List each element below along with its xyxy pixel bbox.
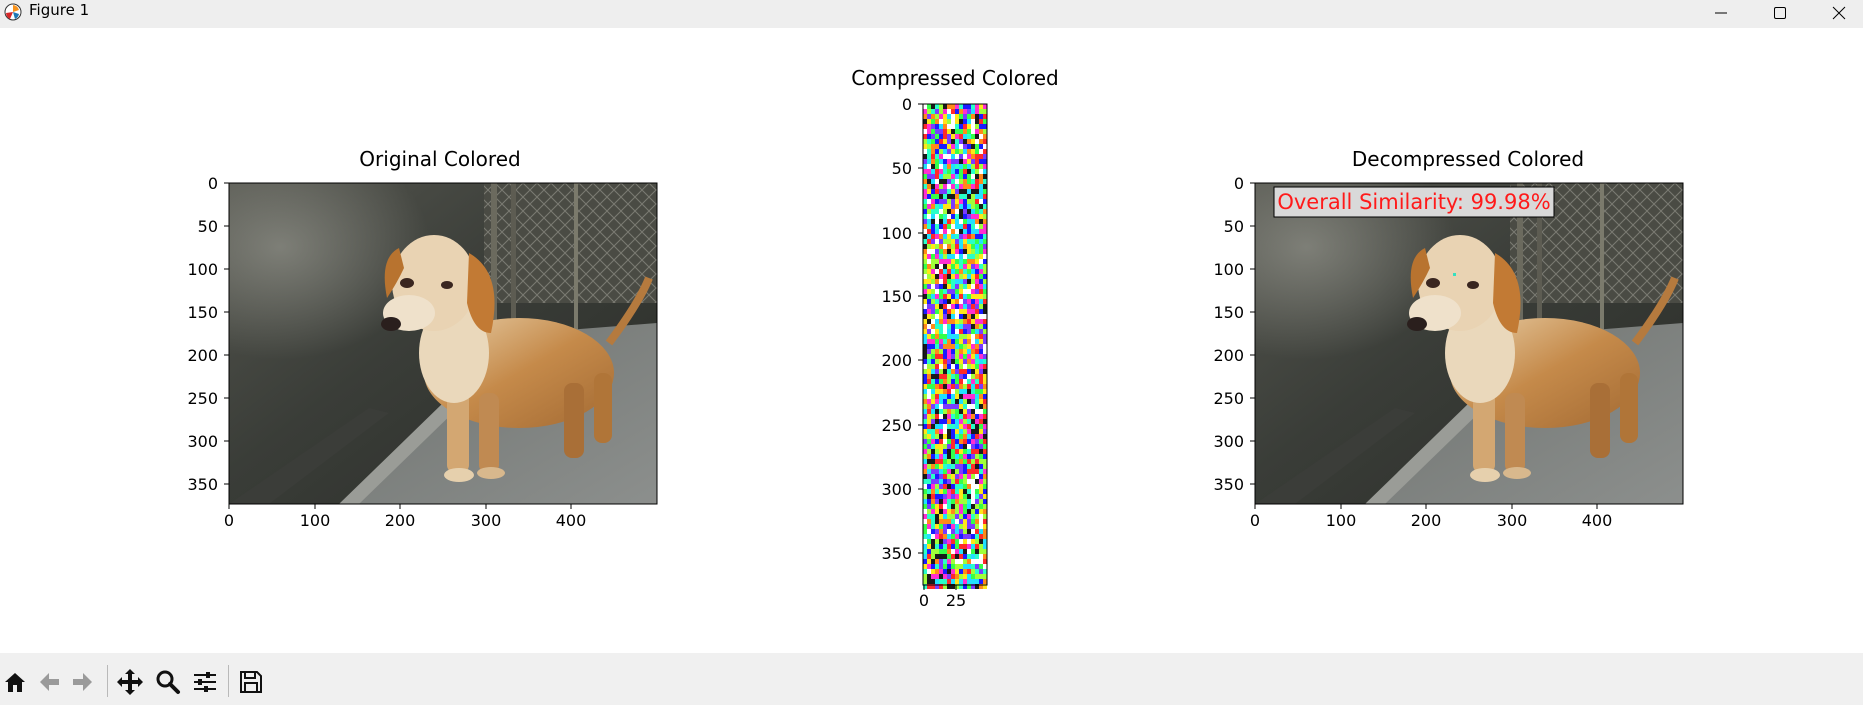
forward-button[interactable] (68, 667, 98, 697)
pan-button[interactable] (115, 667, 145, 697)
image-decompressed (1255, 183, 1683, 504)
toolbar-separator (107, 665, 108, 697)
close-button[interactable] (1810, 0, 1863, 26)
xaxis-original: 0 100 200 300 400 (224, 504, 586, 530)
artifact-pixel (1453, 273, 1456, 276)
axes-decompressed: Decompressed Colored Overall Similarity:… (1213, 147, 1684, 530)
ytick-label: 200 (1213, 346, 1244, 365)
back-button[interactable] (34, 667, 64, 697)
xtick-label: 0 (224, 511, 234, 530)
image-original (229, 183, 657, 504)
toolbar-separator (228, 665, 229, 697)
ytick-label: 350 (187, 475, 218, 494)
minimize-button[interactable] (1692, 0, 1750, 26)
zoom-icon (156, 670, 180, 694)
yaxis-compressed: 0 50 100 150 200 250 300 350 (881, 95, 923, 563)
close-icon (1832, 6, 1846, 20)
ytick-label: 50 (892, 159, 912, 178)
back-icon (40, 673, 59, 691)
maximize-button[interactable] (1751, 0, 1809, 26)
home-button[interactable] (0, 667, 30, 697)
axes-frame-original (228, 182, 658, 505)
image-compressed (923, 104, 987, 589)
save-icon (240, 671, 262, 693)
ytick-label: 200 (881, 351, 912, 370)
pan-icon (117, 669, 143, 695)
ytick-label: 300 (187, 432, 218, 451)
zoom-button[interactable] (153, 667, 183, 697)
xaxis-decompressed: 0 100 200 300 400 (1250, 504, 1612, 530)
xtick-label: 100 (1326, 511, 1357, 530)
home-icon (5, 673, 25, 692)
axes-original: Original Colored 0 50 100 150 200 250 30… (187, 147, 658, 530)
ytick-label: 300 (881, 480, 912, 499)
minimize-icon (1715, 12, 1727, 14)
ytick-label: 50 (1224, 217, 1244, 236)
ytick-label: 100 (881, 224, 912, 243)
ytick-label: 250 (187, 389, 218, 408)
similarity-text: Overall Similarity: 99.98% (1277, 190, 1550, 214)
figure-canvas[interactable]: Original Colored 0 50 100 150 200 250 30… (0, 28, 1863, 653)
forward-icon (73, 673, 92, 691)
ytick-label: 0 (208, 174, 218, 193)
xtick-label: 25 (946, 591, 966, 610)
ytick-label: 100 (1213, 260, 1244, 279)
axes-frame-decompressed (1254, 182, 1684, 505)
ytick-label: 350 (881, 544, 912, 563)
ytick-label: 150 (1213, 303, 1244, 322)
ytick-label: 250 (881, 416, 912, 435)
ytick-label: 0 (1234, 174, 1244, 193)
xtick-label: 400 (1582, 511, 1613, 530)
xtick-label: 0 (1250, 511, 1260, 530)
save-button[interactable] (236, 667, 266, 697)
ytick-label: 150 (881, 287, 912, 306)
xtick-label: 200 (1411, 511, 1442, 530)
title-decompressed: Decompressed Colored (1352, 147, 1584, 171)
similarity-annotation: Overall Similarity: 99.98% (1273, 186, 1555, 218)
axes-compressed: Compressed Colored 0 50 100 150 200 250 … (851, 66, 1058, 610)
ytick-label: 350 (1213, 475, 1244, 494)
matplotlib-logo-icon (4, 3, 22, 21)
window-title: Figure 1 (29, 1, 90, 19)
xtick-label: 400 (556, 511, 587, 530)
xtick-label: 200 (385, 511, 416, 530)
window-titlebar: Figure 1 (0, 0, 1863, 28)
axes-frame-compressed (922, 103, 988, 586)
ytick-label: 200 (187, 346, 218, 365)
ytick-label: 300 (1213, 432, 1244, 451)
xtick-label: 0 (919, 591, 929, 610)
figure-svg: Original Colored 0 50 100 150 200 250 30… (187, 66, 1684, 610)
ytick-label: 100 (187, 260, 218, 279)
xtick-label: 300 (471, 511, 502, 530)
navigation-toolbar (0, 653, 1863, 705)
ytick-label: 50 (198, 217, 218, 236)
xtick-label: 100 (300, 511, 331, 530)
ytick-label: 150 (187, 303, 218, 322)
title-original: Original Colored (359, 147, 520, 171)
configure-subplots-button[interactable] (190, 667, 220, 697)
yaxis-decompressed: 0 50 100 150 200 250 300 350 (1213, 174, 1255, 494)
ytick-label: 0 (902, 95, 912, 114)
maximize-icon (1774, 7, 1786, 19)
configure-icon (194, 672, 216, 692)
ytick-label: 250 (1213, 389, 1244, 408)
xaxis-compressed: 0 25 (919, 585, 966, 610)
yaxis-original: 0 50 100 150 200 250 300 350 (187, 174, 229, 494)
title-compressed: Compressed Colored (851, 66, 1058, 90)
xtick-label: 300 (1497, 511, 1528, 530)
